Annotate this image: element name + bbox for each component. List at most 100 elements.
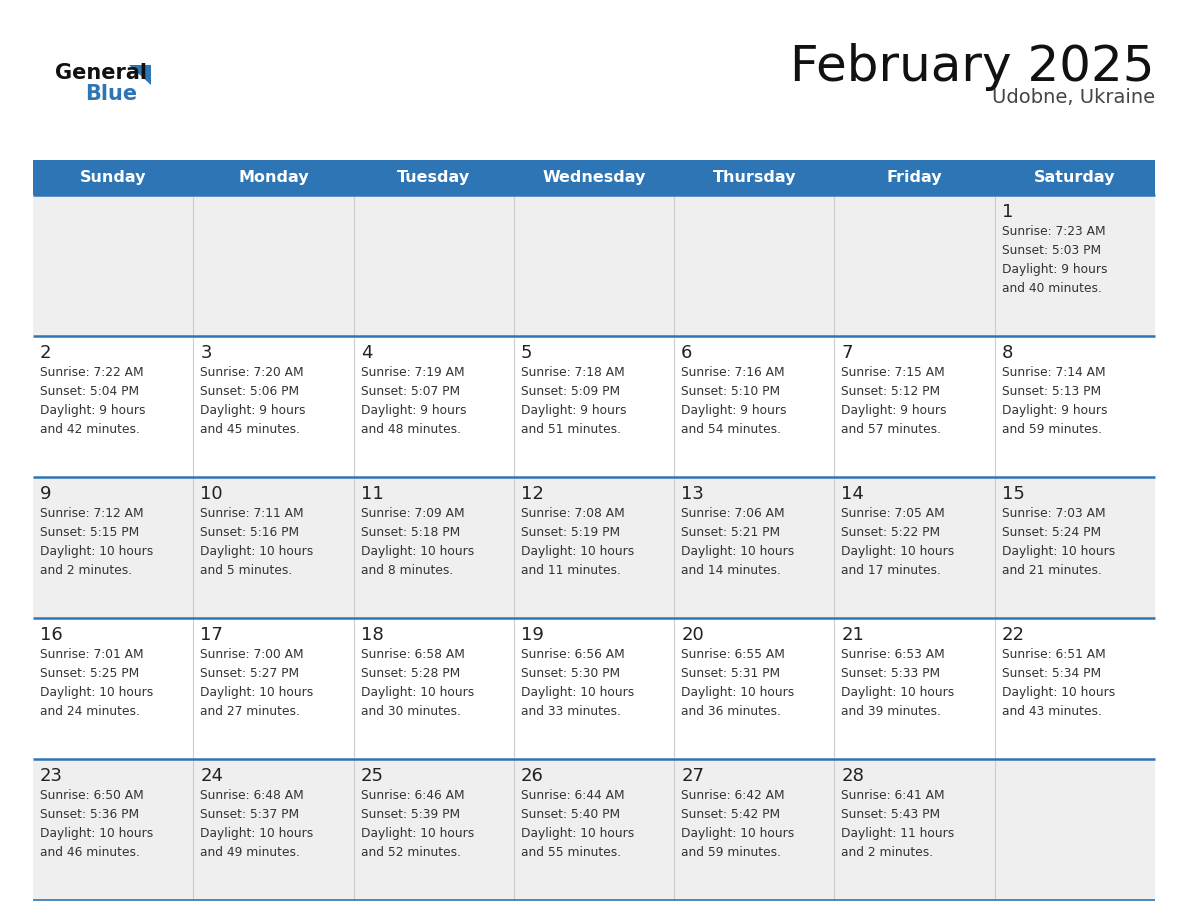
Text: Daylight: 9 hours: Daylight: 9 hours	[520, 404, 626, 417]
Text: and 49 minutes.: and 49 minutes.	[201, 846, 301, 859]
Text: Sunrise: 7:15 AM: Sunrise: 7:15 AM	[841, 366, 946, 379]
Text: and 21 minutes.: and 21 minutes.	[1001, 564, 1101, 577]
Text: Daylight: 10 hours: Daylight: 10 hours	[201, 827, 314, 840]
Text: Sunrise: 6:51 AM: Sunrise: 6:51 AM	[1001, 648, 1106, 661]
Text: and 30 minutes.: and 30 minutes.	[361, 705, 461, 718]
Text: Sunrise: 6:41 AM: Sunrise: 6:41 AM	[841, 789, 944, 802]
Text: Sunrise: 6:53 AM: Sunrise: 6:53 AM	[841, 648, 946, 661]
Text: Daylight: 10 hours: Daylight: 10 hours	[841, 686, 955, 699]
Text: Blue: Blue	[86, 84, 137, 104]
Text: 19: 19	[520, 626, 544, 644]
Text: Sunrise: 7:12 AM: Sunrise: 7:12 AM	[40, 507, 144, 520]
Text: Daylight: 10 hours: Daylight: 10 hours	[201, 545, 314, 558]
Text: Sunrise: 7:09 AM: Sunrise: 7:09 AM	[361, 507, 465, 520]
Text: Daylight: 9 hours: Daylight: 9 hours	[361, 404, 466, 417]
Text: Daylight: 9 hours: Daylight: 9 hours	[1001, 404, 1107, 417]
Text: Wednesday: Wednesday	[542, 170, 646, 185]
Bar	[33, 618, 1155, 759]
Text: Sunset: 5:42 PM: Sunset: 5:42 PM	[681, 808, 781, 821]
Text: Daylight: 10 hours: Daylight: 10 hours	[681, 545, 795, 558]
Text: Daylight: 10 hours: Daylight: 10 hours	[681, 686, 795, 699]
Text: Sunset: 5:07 PM: Sunset: 5:07 PM	[361, 385, 460, 398]
Bar	[33, 195, 1155, 336]
Text: Sunrise: 6:46 AM: Sunrise: 6:46 AM	[361, 789, 465, 802]
Text: 8: 8	[1001, 344, 1013, 362]
Text: 23: 23	[40, 767, 63, 785]
Text: 6: 6	[681, 344, 693, 362]
Text: Sunday: Sunday	[80, 170, 146, 185]
Text: and 36 minutes.: and 36 minutes.	[681, 705, 781, 718]
Text: Tuesday: Tuesday	[397, 170, 470, 185]
Text: Sunrise: 6:55 AM: Sunrise: 6:55 AM	[681, 648, 785, 661]
Text: 11: 11	[361, 485, 384, 503]
Text: 21: 21	[841, 626, 865, 644]
Bar	[33, 336, 1155, 477]
Text: Sunrise: 7:06 AM: Sunrise: 7:06 AM	[681, 507, 785, 520]
Text: Udobne, Ukraine: Udobne, Ukraine	[992, 88, 1155, 107]
Text: 20: 20	[681, 626, 704, 644]
Text: 22: 22	[1001, 626, 1025, 644]
Text: and 33 minutes.: and 33 minutes.	[520, 705, 621, 718]
Text: Sunset: 5:24 PM: Sunset: 5:24 PM	[1001, 526, 1101, 539]
Text: Sunset: 5:21 PM: Sunset: 5:21 PM	[681, 526, 781, 539]
Text: Sunset: 5:04 PM: Sunset: 5:04 PM	[40, 385, 139, 398]
Text: 27: 27	[681, 767, 704, 785]
Text: 25: 25	[361, 767, 384, 785]
Text: and 43 minutes.: and 43 minutes.	[1001, 705, 1101, 718]
Text: Daylight: 9 hours: Daylight: 9 hours	[681, 404, 786, 417]
Text: Sunset: 5:25 PM: Sunset: 5:25 PM	[40, 667, 139, 680]
Text: 4: 4	[361, 344, 372, 362]
Bar	[33, 477, 1155, 618]
Text: Daylight: 10 hours: Daylight: 10 hours	[520, 545, 634, 558]
Text: Sunrise: 7:20 AM: Sunrise: 7:20 AM	[201, 366, 304, 379]
Text: Daylight: 10 hours: Daylight: 10 hours	[520, 686, 634, 699]
Text: Daylight: 10 hours: Daylight: 10 hours	[681, 827, 795, 840]
Text: and 59 minutes.: and 59 minutes.	[681, 846, 782, 859]
Text: Sunrise: 7:18 AM: Sunrise: 7:18 AM	[520, 366, 625, 379]
Text: and 55 minutes.: and 55 minutes.	[520, 846, 621, 859]
Text: February 2025: February 2025	[790, 43, 1155, 91]
Text: Daylight: 10 hours: Daylight: 10 hours	[40, 686, 153, 699]
Polygon shape	[129, 65, 151, 85]
Text: and 42 minutes.: and 42 minutes.	[40, 423, 140, 436]
Text: Sunrise: 6:56 AM: Sunrise: 6:56 AM	[520, 648, 625, 661]
Text: Sunrise: 7:22 AM: Sunrise: 7:22 AM	[40, 366, 144, 379]
Text: Sunset: 5:27 PM: Sunset: 5:27 PM	[201, 667, 299, 680]
Text: and 40 minutes.: and 40 minutes.	[1001, 282, 1101, 295]
Text: General: General	[55, 63, 147, 83]
Text: and 45 minutes.: and 45 minutes.	[201, 423, 301, 436]
Text: Sunset: 5:39 PM: Sunset: 5:39 PM	[361, 808, 460, 821]
Text: Sunset: 5:36 PM: Sunset: 5:36 PM	[40, 808, 139, 821]
Text: 9: 9	[40, 485, 51, 503]
Text: Sunrise: 7:01 AM: Sunrise: 7:01 AM	[40, 648, 144, 661]
Text: and 54 minutes.: and 54 minutes.	[681, 423, 782, 436]
Text: 18: 18	[361, 626, 384, 644]
Text: and 52 minutes.: and 52 minutes.	[361, 846, 461, 859]
Text: 24: 24	[201, 767, 223, 785]
Text: Sunset: 5:03 PM: Sunset: 5:03 PM	[1001, 244, 1101, 257]
Text: and 11 minutes.: and 11 minutes.	[520, 564, 621, 577]
Text: Daylight: 10 hours: Daylight: 10 hours	[361, 686, 474, 699]
Text: Sunrise: 7:00 AM: Sunrise: 7:00 AM	[201, 648, 304, 661]
Text: Sunrise: 7:08 AM: Sunrise: 7:08 AM	[520, 507, 625, 520]
Text: Sunset: 5:10 PM: Sunset: 5:10 PM	[681, 385, 781, 398]
Text: Sunrise: 6:44 AM: Sunrise: 6:44 AM	[520, 789, 625, 802]
Text: Daylight: 10 hours: Daylight: 10 hours	[841, 545, 955, 558]
Text: and 5 minutes.: and 5 minutes.	[201, 564, 292, 577]
Text: Sunset: 5:31 PM: Sunset: 5:31 PM	[681, 667, 781, 680]
Text: Daylight: 9 hours: Daylight: 9 hours	[201, 404, 305, 417]
Text: and 51 minutes.: and 51 minutes.	[520, 423, 621, 436]
Text: and 17 minutes.: and 17 minutes.	[841, 564, 941, 577]
Text: Sunset: 5:18 PM: Sunset: 5:18 PM	[361, 526, 460, 539]
Text: Sunrise: 7:05 AM: Sunrise: 7:05 AM	[841, 507, 946, 520]
Text: 28: 28	[841, 767, 865, 785]
Text: Sunset: 5:06 PM: Sunset: 5:06 PM	[201, 385, 299, 398]
Text: and 8 minutes.: and 8 minutes.	[361, 564, 453, 577]
Text: 26: 26	[520, 767, 544, 785]
Text: 16: 16	[40, 626, 63, 644]
Text: Sunrise: 7:11 AM: Sunrise: 7:11 AM	[201, 507, 304, 520]
Text: Daylight: 10 hours: Daylight: 10 hours	[520, 827, 634, 840]
Text: Daylight: 10 hours: Daylight: 10 hours	[1001, 545, 1116, 558]
Text: Sunrise: 7:14 AM: Sunrise: 7:14 AM	[1001, 366, 1105, 379]
Text: and 39 minutes.: and 39 minutes.	[841, 705, 941, 718]
